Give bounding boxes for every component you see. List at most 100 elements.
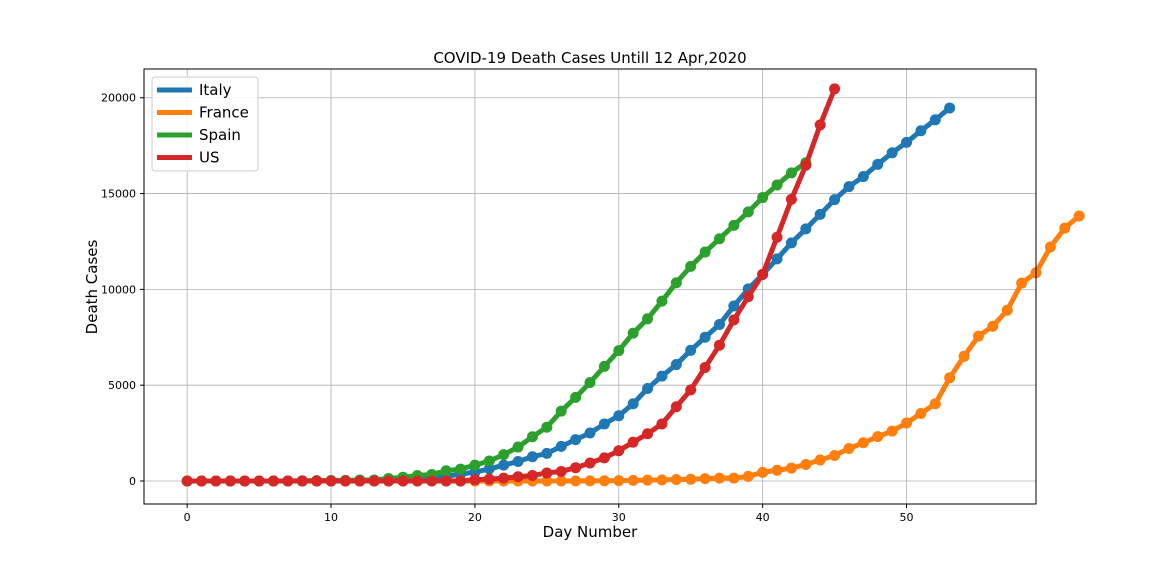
legend-label-france: France — [199, 104, 249, 122]
data-point-france — [584, 475, 596, 487]
data-point-france — [901, 417, 913, 429]
data-point-france — [570, 475, 582, 487]
data-point-spain — [440, 465, 452, 477]
data-point-france — [958, 350, 970, 362]
data-point-italy — [785, 237, 797, 249]
data-point-spain — [728, 219, 740, 231]
data-point-us — [196, 475, 208, 487]
data-point-spain — [483, 455, 495, 467]
data-point-italy — [901, 136, 913, 148]
data-point-italy — [685, 344, 697, 356]
data-point-spain — [785, 167, 797, 179]
data-point-france — [757, 466, 769, 478]
data-point-france — [1001, 304, 1013, 316]
data-point-italy — [541, 447, 553, 459]
data-point-us — [785, 193, 797, 205]
data-point-us — [411, 475, 423, 487]
data-point-france — [872, 431, 884, 443]
data-point-italy — [886, 147, 898, 159]
data-point-spain — [642, 313, 654, 325]
data-point-spain — [469, 459, 481, 471]
data-point-italy — [713, 319, 725, 331]
data-point-france — [685, 473, 697, 485]
data-point-spain — [656, 295, 668, 307]
data-point-france — [670, 473, 682, 485]
data-point-us — [555, 465, 567, 477]
data-point-us — [239, 475, 251, 487]
data-point-france — [886, 425, 898, 437]
data-point-us — [469, 474, 481, 486]
x-tick-label: 10 — [324, 511, 338, 524]
data-point-us — [584, 457, 596, 469]
data-point-france — [728, 472, 740, 484]
data-point-france — [1073, 210, 1085, 222]
data-point-france — [555, 475, 567, 487]
data-point-france — [771, 464, 783, 476]
data-point-us — [282, 475, 294, 487]
data-point-france — [843, 443, 855, 454]
data-point-spain — [570, 391, 582, 403]
data-point-spain — [771, 179, 783, 191]
data-point-france — [972, 330, 984, 342]
data-point-us — [181, 475, 193, 487]
data-point-us — [311, 475, 323, 487]
x-axis-label: Day Number — [543, 523, 638, 541]
data-point-us — [829, 83, 841, 95]
y-tick-label: 20000 — [101, 92, 136, 105]
x-tick-label: 20 — [468, 511, 482, 524]
data-point-us — [627, 436, 639, 448]
data-point-us — [613, 445, 625, 457]
data-point-spain — [526, 431, 538, 443]
data-point-france — [541, 475, 553, 487]
x-tick-label: 40 — [756, 511, 770, 524]
data-point-france — [857, 437, 869, 449]
data-point-us — [512, 471, 524, 483]
data-point-italy — [584, 427, 596, 439]
data-point-spain — [699, 246, 711, 258]
data-point-italy — [598, 418, 610, 430]
data-point-spain — [584, 377, 596, 389]
x-tick-label: 0 — [184, 511, 191, 524]
x-tick-label: 30 — [612, 511, 626, 524]
data-point-spain — [713, 233, 725, 245]
data-point-spain — [541, 421, 553, 433]
data-point-italy — [872, 158, 884, 170]
legend-label-italy: Italy — [199, 81, 232, 99]
data-point-us — [455, 475, 467, 487]
data-point-us — [570, 462, 582, 474]
data-point-us — [642, 428, 654, 440]
data-point-france — [987, 320, 999, 332]
data-point-us — [598, 452, 610, 464]
data-point-us — [742, 291, 754, 303]
data-point-us — [757, 268, 769, 280]
data-point-italy — [570, 434, 582, 446]
data-point-italy — [555, 440, 567, 452]
data-point-france — [800, 459, 812, 471]
chart-title: COVID-19 Death Cases Untill 12 Apr,2020 — [433, 49, 746, 67]
ticks: 0 10 20 30 40 50 0 5000 10000 15000 20000 — [101, 92, 914, 524]
data-point-spain — [555, 405, 567, 417]
data-point-france — [627, 474, 639, 486]
series-us — [181, 83, 841, 487]
data-point-spain — [742, 206, 754, 218]
legend-label-us: US — [199, 149, 220, 167]
data-point-italy — [929, 114, 941, 126]
y-tick-label: 15000 — [101, 188, 136, 201]
data-point-us — [325, 475, 337, 487]
data-point-italy — [526, 451, 538, 463]
legend: Italy France Spain US — [151, 76, 259, 172]
data-point-us — [498, 472, 510, 484]
data-point-us — [713, 339, 725, 351]
data-point-us — [426, 475, 438, 487]
y-axis-label: Death Cases — [83, 239, 101, 334]
data-point-france — [613, 475, 625, 487]
y-tick-label: 0 — [129, 475, 136, 488]
data-point-us — [771, 231, 783, 243]
data-point-france — [656, 474, 668, 486]
data-point-france — [1059, 222, 1071, 234]
data-point-us — [656, 418, 668, 430]
data-point-france — [829, 450, 841, 461]
legend-box — [151, 76, 259, 172]
data-point-us — [339, 475, 351, 487]
data-point-italy — [857, 171, 869, 183]
